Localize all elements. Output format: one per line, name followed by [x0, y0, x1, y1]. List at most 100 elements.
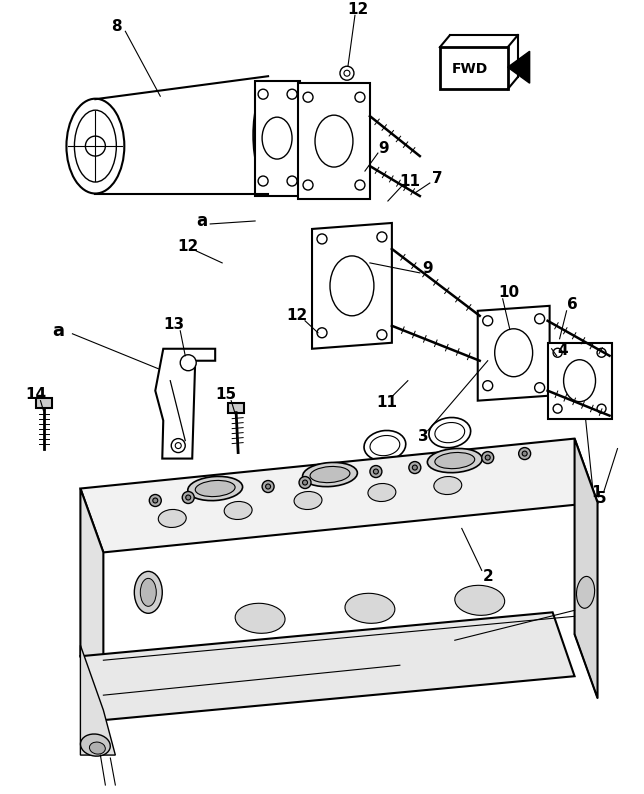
Circle shape [149, 495, 161, 507]
Text: 2: 2 [482, 569, 493, 584]
Circle shape [287, 89, 297, 99]
Ellipse shape [455, 585, 505, 615]
Ellipse shape [434, 476, 462, 495]
Text: 11: 11 [399, 174, 421, 188]
Polygon shape [507, 52, 529, 83]
Polygon shape [155, 349, 215, 459]
Circle shape [299, 476, 311, 488]
Circle shape [597, 404, 606, 413]
Ellipse shape [158, 510, 186, 527]
Ellipse shape [429, 418, 471, 448]
Circle shape [153, 498, 158, 503]
Ellipse shape [368, 484, 396, 502]
Polygon shape [80, 646, 115, 755]
Circle shape [185, 495, 191, 500]
Circle shape [412, 465, 417, 470]
Ellipse shape [435, 453, 475, 468]
Polygon shape [298, 83, 370, 199]
Circle shape [262, 480, 274, 492]
Text: 9: 9 [379, 141, 389, 156]
Ellipse shape [188, 476, 243, 501]
Ellipse shape [364, 430, 406, 461]
Circle shape [535, 383, 545, 393]
Text: 8: 8 [111, 19, 122, 34]
Text: FWD: FWD [451, 62, 488, 76]
Circle shape [535, 314, 545, 324]
Polygon shape [312, 223, 392, 349]
Polygon shape [80, 488, 104, 720]
Circle shape [180, 355, 196, 371]
Circle shape [303, 92, 313, 102]
Circle shape [303, 180, 313, 190]
Circle shape [258, 89, 268, 99]
Polygon shape [80, 612, 574, 720]
Circle shape [553, 349, 562, 357]
Text: a: a [196, 212, 208, 230]
Ellipse shape [140, 578, 156, 607]
Circle shape [317, 234, 327, 244]
Circle shape [355, 180, 365, 190]
Circle shape [86, 136, 106, 156]
Circle shape [374, 469, 379, 474]
Ellipse shape [294, 491, 322, 510]
Polygon shape [228, 403, 244, 413]
Circle shape [485, 455, 490, 460]
Circle shape [377, 330, 387, 340]
Circle shape [522, 451, 527, 456]
Text: 9: 9 [422, 261, 433, 276]
Text: 4: 4 [557, 343, 568, 358]
Text: 6: 6 [567, 297, 578, 312]
Ellipse shape [135, 572, 162, 613]
Circle shape [171, 438, 185, 453]
Circle shape [303, 480, 308, 485]
Polygon shape [478, 306, 549, 401]
Ellipse shape [303, 462, 357, 487]
Circle shape [483, 380, 493, 391]
Ellipse shape [253, 87, 283, 183]
Text: 7: 7 [433, 171, 443, 186]
Text: 14: 14 [25, 387, 46, 403]
Circle shape [483, 316, 493, 326]
Circle shape [482, 452, 494, 464]
Ellipse shape [66, 98, 124, 194]
Text: 11: 11 [376, 395, 397, 410]
Circle shape [377, 232, 387, 242]
Ellipse shape [90, 742, 106, 754]
Circle shape [518, 448, 531, 460]
Text: 1: 1 [591, 485, 601, 500]
Circle shape [340, 66, 354, 80]
Circle shape [182, 491, 194, 503]
Polygon shape [547, 343, 612, 418]
Circle shape [265, 484, 270, 489]
Text: 15: 15 [216, 387, 237, 403]
Ellipse shape [235, 603, 285, 634]
Ellipse shape [195, 480, 235, 496]
Ellipse shape [345, 593, 395, 623]
Text: 12: 12 [347, 2, 368, 17]
Circle shape [317, 328, 327, 337]
Text: 12: 12 [287, 308, 308, 323]
Text: a: a [52, 322, 64, 340]
Circle shape [175, 442, 181, 449]
Ellipse shape [428, 449, 482, 472]
Text: 3: 3 [417, 429, 428, 444]
Polygon shape [255, 81, 300, 196]
Polygon shape [37, 398, 52, 407]
Circle shape [287, 176, 297, 186]
Text: 12: 12 [178, 240, 199, 254]
Ellipse shape [224, 502, 252, 519]
Ellipse shape [576, 576, 594, 608]
Ellipse shape [75, 110, 117, 182]
Text: 5: 5 [596, 491, 607, 506]
Circle shape [258, 176, 268, 186]
Circle shape [597, 349, 606, 357]
Polygon shape [80, 438, 598, 553]
Text: 13: 13 [164, 318, 185, 333]
Circle shape [409, 461, 421, 473]
Circle shape [355, 92, 365, 102]
Text: 10: 10 [498, 285, 519, 300]
Circle shape [344, 70, 350, 76]
Polygon shape [574, 438, 598, 698]
Ellipse shape [310, 466, 350, 483]
Ellipse shape [80, 734, 110, 756]
